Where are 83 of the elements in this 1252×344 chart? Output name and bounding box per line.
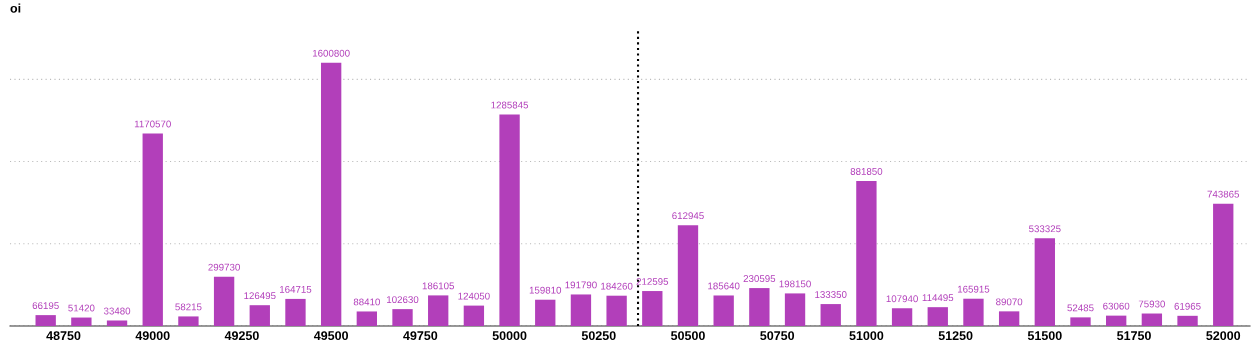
bar — [35, 315, 56, 326]
x-tick-label: 50750 — [760, 331, 795, 341]
y-axis-title: oi — [10, 3, 21, 13]
x-tick-label: 49250 — [224, 331, 259, 341]
data-label: 186105 — [422, 282, 455, 290]
data-label: 184260 — [601, 282, 633, 290]
bar — [1177, 315, 1198, 326]
data-label: 102630 — [387, 296, 419, 304]
bar — [1141, 313, 1163, 326]
data-label: 124050 — [458, 292, 490, 300]
data-label: 89070 — [996, 298, 1023, 306]
bar — [856, 180, 877, 326]
bar — [927, 307, 948, 326]
data-label: 1170570 — [134, 120, 171, 128]
bar — [392, 309, 413, 326]
data-label: 212595 — [636, 278, 669, 285]
bar — [1070, 317, 1091, 326]
x-tick-label: 48750 — [46, 331, 81, 341]
bar — [535, 299, 556, 326]
data-label: 61965 — [1174, 302, 1201, 310]
bar — [820, 304, 841, 326]
x-tick-label: 51750 — [1117, 331, 1151, 341]
data-label: 1600800 — [312, 49, 350, 57]
bar — [106, 320, 128, 326]
bar — [285, 298, 306, 326]
data-label: 51420 — [68, 304, 95, 312]
bar — [249, 305, 270, 326]
x-tick-label: 52000 — [1206, 331, 1241, 341]
bar — [71, 317, 92, 326]
x-tick-label: 51000 — [849, 331, 884, 341]
data-label: 133350 — [815, 291, 847, 298]
bar — [1034, 238, 1055, 326]
data-label: 1285845 — [491, 101, 529, 109]
bar — [749, 288, 770, 326]
data-label: 191790 — [565, 281, 597, 289]
bar — [963, 298, 984, 326]
data-label: 114495 — [922, 294, 954, 302]
bar — [463, 305, 485, 326]
data-label: 58215 — [175, 303, 202, 311]
data-label: 33480 — [103, 307, 131, 315]
data-label: 185640 — [708, 282, 740, 290]
bar — [428, 295, 449, 326]
data-label: 164715 — [279, 285, 312, 293]
x-tick-label: 50250 — [581, 331, 616, 341]
bar — [1213, 203, 1234, 326]
data-label: 75930 — [1138, 300, 1166, 308]
data-label: 88410 — [353, 298, 380, 306]
data-label: 159810 — [529, 286, 562, 294]
bar — [178, 316, 199, 326]
bar — [713, 295, 734, 326]
data-label: 743865 — [1207, 190, 1240, 198]
bar — [213, 276, 235, 326]
x-tick-label: 49000 — [135, 331, 170, 341]
bar — [142, 133, 163, 326]
data-label: 230595 — [743, 275, 776, 282]
data-label: 612945 — [672, 212, 704, 220]
bar — [891, 308, 913, 326]
bar — [998, 311, 1020, 326]
x-tick-label: 50500 — [670, 331, 705, 341]
data-label: 126495 — [244, 292, 276, 300]
bar — [606, 295, 627, 326]
bar — [499, 114, 520, 326]
bar — [784, 293, 806, 326]
x-tick-label: 49750 — [403, 331, 438, 341]
x-tick-label: 51500 — [1027, 331, 1062, 341]
bar — [320, 62, 342, 326]
data-label: 881850 — [850, 168, 883, 175]
bar — [1106, 315, 1127, 326]
data-label: 299730 — [208, 263, 240, 271]
bar — [356, 311, 377, 326]
data-label: 63060 — [1103, 302, 1130, 310]
x-tick-label: 51250 — [938, 331, 973, 341]
bar — [642, 291, 663, 326]
data-label: 66195 — [32, 302, 59, 310]
bar — [570, 294, 592, 326]
data-label: 52485 — [1067, 304, 1094, 312]
data-label: 165915 — [957, 285, 990, 293]
bar — [677, 225, 699, 326]
data-label: 198150 — [779, 280, 811, 288]
data-label: 107940 — [886, 295, 918, 303]
data-label: 533325 — [1028, 225, 1061, 233]
x-tick-label: 49500 — [313, 331, 349, 341]
x-tick-label: 50000 — [492, 331, 527, 341]
